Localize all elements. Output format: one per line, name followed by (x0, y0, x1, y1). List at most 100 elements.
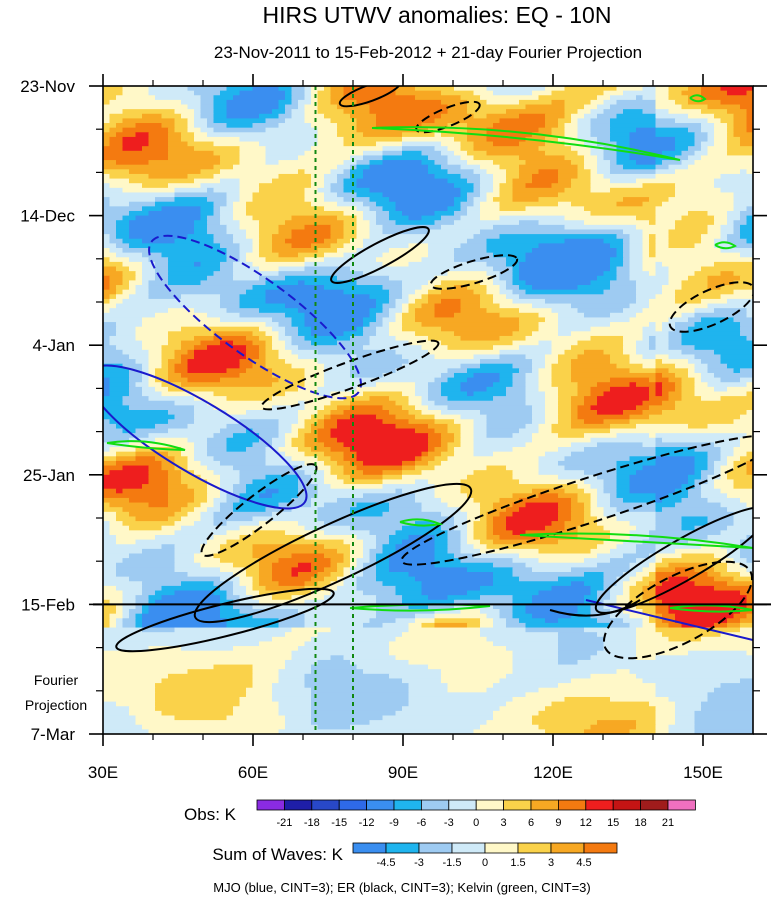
anomaly-cell (506, 507, 520, 513)
anomaly-cell (512, 470, 540, 476)
anomaly-cell (421, 160, 436, 166)
anomaly-cell (233, 206, 247, 212)
anomaly-cell (733, 447, 753, 453)
anomaly-cell (311, 183, 325, 189)
anomaly-cell (629, 252, 644, 258)
anomaly-cell (688, 99, 722, 106)
anomaly-cell (265, 460, 306, 467)
anomaly-cell (278, 706, 312, 712)
anomaly-cell (499, 613, 514, 619)
anomaly-cell (415, 576, 494, 582)
anomaly-cell (226, 530, 254, 536)
anomaly-cell (701, 238, 715, 244)
anomaly-cell (317, 95, 332, 101)
anomaly-cell (623, 410, 644, 416)
anomaly-cell (415, 521, 436, 527)
anomaly-cell (610, 187, 676, 194)
anomaly-cell (337, 585, 358, 592)
anomaly-cell (623, 197, 650, 203)
anomaly-cell (512, 363, 533, 369)
anomaly-cell (220, 155, 241, 161)
anomaly-cell (408, 683, 449, 689)
anomaly-cell (662, 581, 696, 587)
anomaly-cell (103, 627, 143, 633)
anomaly-cell (473, 201, 481, 207)
anomaly-cell (545, 618, 559, 624)
anomaly-cell (616, 99, 657, 106)
anomaly-cell (103, 155, 169, 161)
anomaly-cell (603, 289, 637, 295)
anomaly-cell (168, 363, 176, 369)
anomaly-cell (285, 118, 306, 124)
anomaly-cell (675, 502, 722, 508)
anomaly-cell (350, 363, 403, 369)
anomaly-cell (142, 317, 221, 323)
anomaly-cell (499, 335, 527, 342)
anomaly-cell (122, 618, 137, 624)
anomaly-cell (148, 474, 169, 481)
anomaly-cell (330, 447, 351, 453)
anomaly-cell (213, 433, 234, 439)
anomaly-cell (168, 470, 182, 476)
anomaly-cell (278, 377, 306, 383)
anomaly-cell (291, 553, 325, 559)
anomaly-cell (675, 298, 702, 305)
anomaly-cell (623, 581, 637, 587)
anomaly-cell (727, 507, 753, 513)
anomaly-cell (408, 261, 488, 268)
anomaly-cell (616, 146, 631, 152)
anomaly-cell (116, 423, 156, 430)
anomaly-cell (532, 613, 572, 619)
anomaly-cell (590, 391, 605, 397)
anomaly-cell (655, 95, 670, 101)
anomaly-cell (538, 493, 559, 499)
anomaly-cell (103, 345, 117, 351)
anomaly-cell (577, 340, 624, 346)
anomaly-cell (298, 428, 312, 434)
anomaly-cell (681, 386, 696, 393)
anomaly-cell (330, 187, 345, 194)
anomaly-cell (233, 215, 254, 221)
anomaly-cell (421, 410, 442, 416)
anomaly-cell (272, 317, 293, 323)
anomaly-cell (116, 604, 124, 610)
anomaly-cell (408, 294, 423, 300)
anomaly-cell (610, 160, 618, 166)
anomaly-cell (740, 609, 753, 615)
anomaly-cell (285, 359, 319, 365)
anomaly-cell (577, 136, 598, 143)
anomaly-cell (642, 238, 650, 244)
anomaly-cell (265, 280, 299, 286)
anomaly-cell (571, 516, 585, 522)
anomaly-cell (350, 359, 410, 365)
anomaly-cell (467, 136, 488, 143)
anomaly-cell (278, 123, 312, 129)
anomaly-cell (434, 354, 475, 360)
anomaly-cell (577, 285, 611, 291)
anomaly-cell (662, 618, 676, 624)
anomaly-cell (408, 701, 507, 707)
anomaly-cell (512, 696, 566, 703)
anomaly-cell (668, 493, 689, 499)
anomaly-cell (720, 456, 728, 462)
anomaly-cell (395, 335, 429, 342)
anomaly-cell (226, 99, 280, 106)
anomaly-cell (369, 160, 384, 166)
anomaly-cell (148, 396, 195, 402)
anomaly-cell (252, 86, 280, 92)
anomaly-cell (363, 331, 377, 337)
anomaly-cell (636, 345, 650, 351)
anomaly-cell (577, 493, 592, 499)
anomaly-cell (467, 206, 481, 212)
anomaly-cell (701, 298, 728, 305)
anomaly-cell (148, 465, 163, 471)
anomaly-cell (447, 423, 462, 430)
anomaly-cell (304, 534, 358, 541)
anomaly-cell (551, 99, 566, 106)
anomaly-cell (350, 155, 364, 161)
anomaly-cell (155, 312, 208, 319)
anomaly-cell (694, 581, 728, 587)
anomaly-cell (408, 303, 423, 309)
anomaly-cell (304, 187, 319, 194)
anomaly-cell (590, 150, 605, 157)
